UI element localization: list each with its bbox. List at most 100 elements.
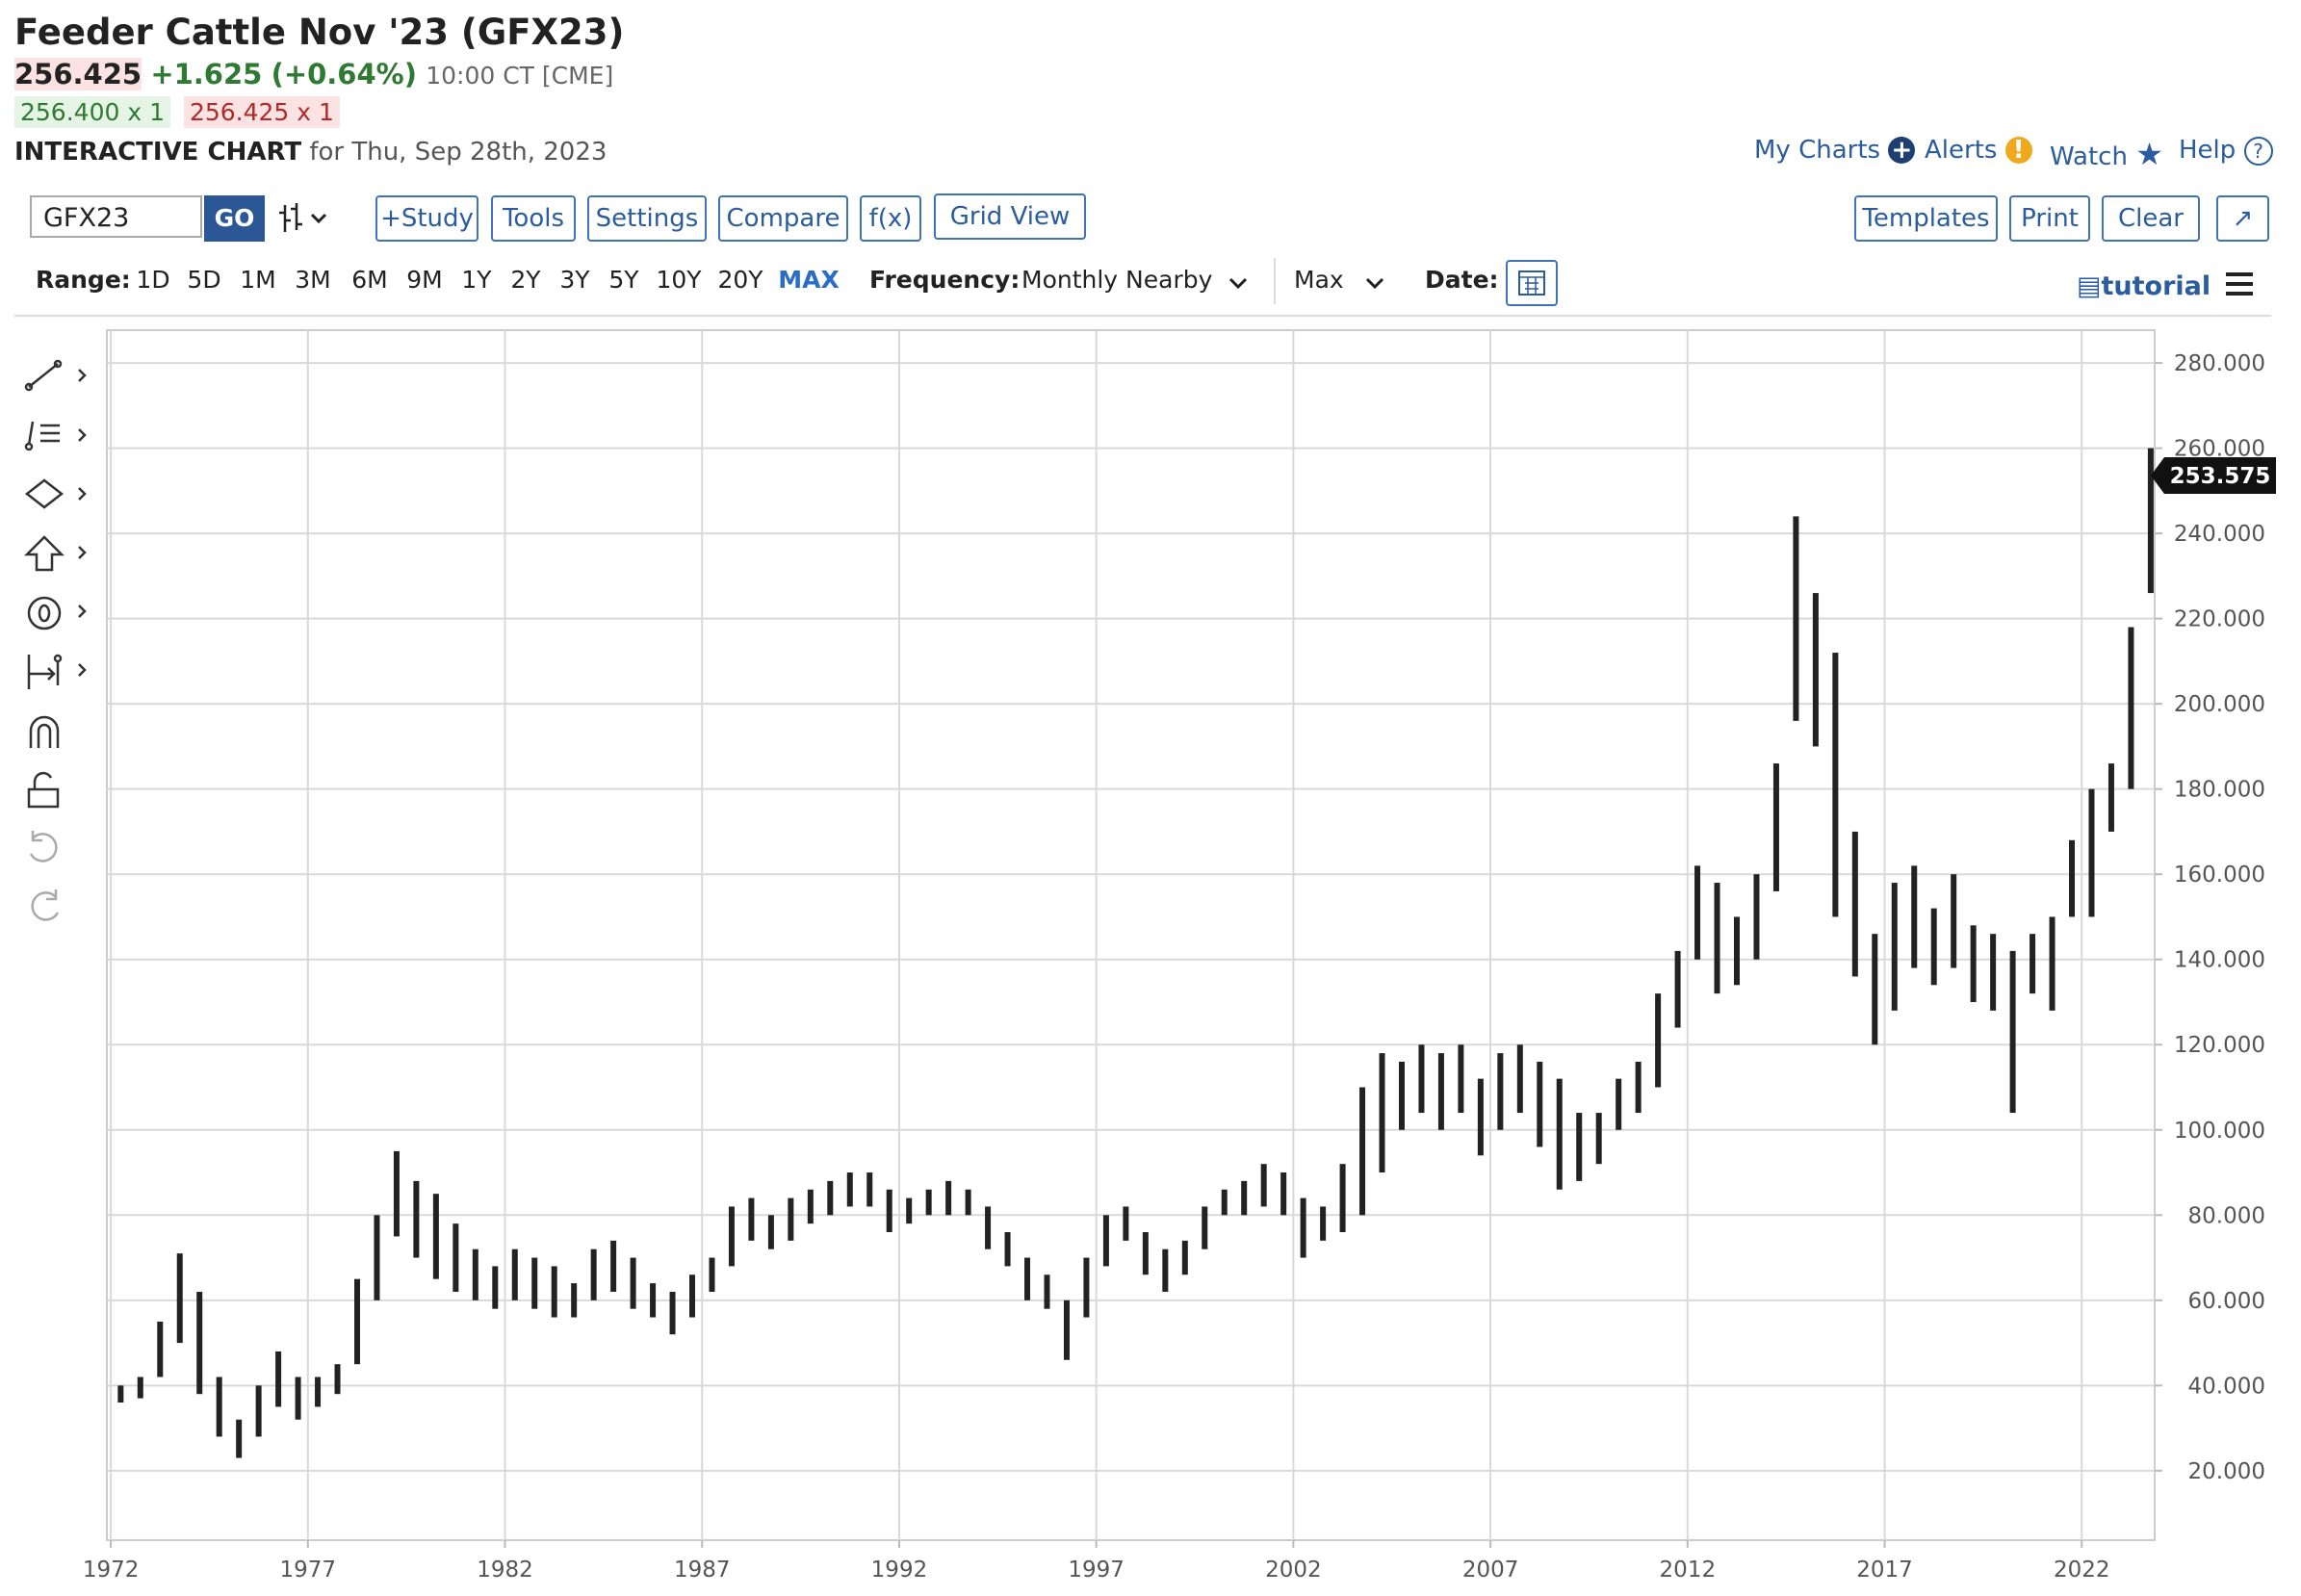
y-tick-label: 200.000	[2174, 692, 2265, 717]
price-bar	[1241, 1180, 1248, 1216]
bar-type-menu[interactable]	[277, 197, 339, 240]
price-bar	[1674, 950, 1681, 1028]
go-button[interactable]: GO	[204, 195, 265, 242]
fib-tool[interactable]	[24, 421, 87, 451]
price-bar	[1398, 1061, 1405, 1130]
price-bar	[1891, 883, 1898, 1011]
line-tool[interactable]	[24, 359, 87, 392]
menu-button[interactable]	[2224, 270, 2255, 298]
price-bar	[1339, 1164, 1346, 1232]
price-bar	[176, 1253, 183, 1344]
price-bar	[1280, 1172, 1287, 1216]
shape-tool[interactable]	[24, 478, 87, 509]
tools-button[interactable]: Tools	[491, 195, 576, 242]
price-bar	[1694, 865, 1701, 960]
range-option[interactable]: 9M	[406, 266, 443, 294]
fx-button[interactable]: f(x)	[860, 195, 921, 242]
expand-button[interactable]: ↗	[2216, 195, 2269, 242]
tutorial-link[interactable]: ▤tutorial	[2077, 271, 2211, 301]
price-bar	[669, 1291, 676, 1335]
price-bar	[2128, 627, 2134, 789]
price-bar	[2147, 448, 2154, 594]
bid: 256.400 x 1	[14, 96, 170, 128]
price-bar	[1300, 1197, 1306, 1258]
price-bar	[767, 1215, 774, 1249]
symbol-input[interactable]: GFX23	[30, 195, 202, 238]
price-bar	[216, 1377, 222, 1437]
price-bar	[610, 1240, 617, 1292]
x-tick-label: 2017	[1856, 1557, 1913, 1583]
price-bar	[1379, 1053, 1385, 1173]
templates-button[interactable]: Templates	[1854, 195, 1998, 242]
range-option[interactable]: 5D	[187, 266, 221, 294]
calendar-button[interactable]	[1506, 260, 1558, 306]
clear-button[interactable]: Clear	[2102, 195, 2200, 242]
range-option[interactable]: 1Y	[461, 266, 492, 294]
magnet-tool[interactable]	[29, 715, 60, 748]
compare-button[interactable]: Compare	[718, 195, 848, 242]
range-option[interactable]: 10Y	[656, 266, 702, 294]
divider	[14, 315, 2271, 317]
range-option[interactable]: 20Y	[717, 266, 763, 294]
range-option[interactable]: 5Y	[608, 266, 639, 294]
x-tick-label: 2002	[1265, 1557, 1322, 1583]
range-option[interactable]: 2Y	[510, 266, 541, 294]
my-charts-link[interactable]: My Charts +	[1754, 136, 1916, 165]
price-bar	[807, 1189, 814, 1224]
x-tick-label: 2012	[1660, 1557, 1717, 1583]
redo-tool[interactable]	[31, 889, 60, 921]
price-bar	[117, 1385, 124, 1403]
grid-view-button[interactable]: Grid View	[934, 193, 1086, 240]
date-label: Date:	[1425, 266, 1499, 294]
price-bar	[1202, 1206, 1208, 1249]
watch-link[interactable]: Watch ★	[2050, 136, 2163, 172]
link-text: Alerts	[1925, 136, 1998, 165]
price-bar	[1102, 1215, 1109, 1267]
arrow-tool[interactable]	[23, 535, 87, 572]
frequency-select[interactable]: Monthly Nearby	[1021, 266, 1212, 294]
range-option[interactable]: 3Y	[559, 266, 590, 294]
measure-tool[interactable]	[27, 654, 87, 689]
frequency-label: Frequency:	[869, 266, 1021, 294]
y-tick-label: 160.000	[2174, 862, 2265, 888]
price-bar	[1832, 653, 1839, 917]
y-tick-label: 240.000	[2174, 522, 2265, 547]
price-bar	[275, 1351, 282, 1407]
price-bar	[334, 1364, 341, 1395]
range-option[interactable]: 1M	[240, 266, 276, 294]
range-option[interactable]: 1D	[136, 266, 170, 294]
lock-tool[interactable]	[27, 771, 60, 809]
y-tick-label: 120.000	[2174, 1033, 2265, 1058]
price-bar	[1635, 1061, 1642, 1114]
price-bar	[413, 1180, 420, 1258]
price-bar	[1812, 593, 1819, 747]
price-bar	[1595, 1113, 1602, 1165]
price-bar	[1260, 1164, 1267, 1207]
price-bar	[1576, 1113, 1583, 1181]
range-option-active[interactable]: MAX	[778, 266, 840, 294]
price-bar	[295, 1377, 301, 1420]
range-option[interactable]: 6M	[351, 266, 388, 294]
price-bar	[255, 1385, 262, 1437]
price-bar	[571, 1283, 578, 1318]
range-option[interactable]: 3M	[295, 266, 331, 294]
price-bar	[985, 1206, 992, 1249]
y-tick-label: 140.000	[2174, 948, 2265, 973]
study-button[interactable]: +Study	[375, 195, 478, 242]
alert-icon: !	[2004, 137, 2032, 164]
text-tool[interactable]	[27, 596, 87, 631]
price-bar	[1970, 925, 1977, 1002]
alerts-link[interactable]: Alerts !	[1925, 136, 2032, 165]
settings-button[interactable]: Settings	[587, 195, 707, 242]
print-button[interactable]: Print	[2009, 195, 2090, 242]
undo-tool[interactable]	[29, 831, 58, 862]
price-bar	[728, 1206, 735, 1267]
price-bar	[1418, 1044, 1425, 1114]
price-bar	[1516, 1044, 1523, 1114]
price-bar	[2088, 788, 2095, 917]
price-bar	[236, 1419, 243, 1458]
help-link[interactable]: Help ?	[2179, 136, 2273, 166]
period-select[interactable]: Max	[1294, 266, 1344, 294]
y-tick-label: 20.000	[2188, 1459, 2265, 1484]
